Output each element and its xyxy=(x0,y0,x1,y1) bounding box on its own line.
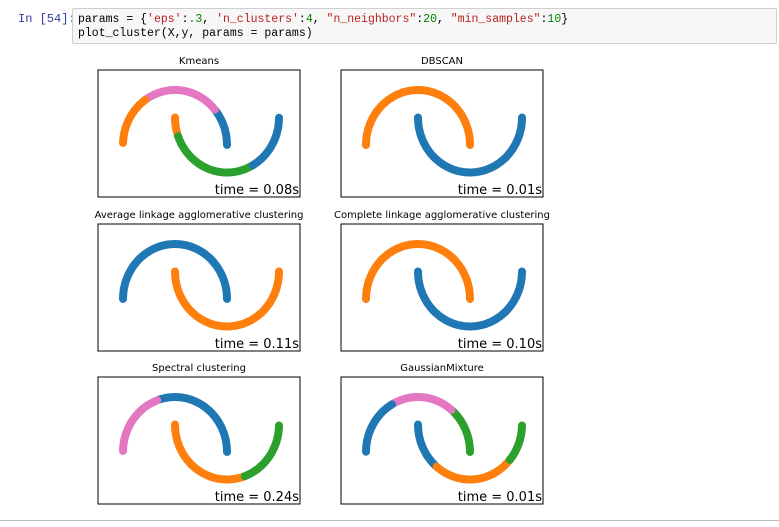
axes-frame xyxy=(97,376,301,505)
cluster-points xyxy=(171,420,248,484)
runtime-label: time = 0.01s xyxy=(458,183,542,198)
cluster-points xyxy=(362,85,474,149)
code-token: } xyxy=(561,13,569,26)
cell-separator xyxy=(0,520,779,521)
code-token: : xyxy=(416,13,424,26)
runtime-label: time = 0.01s xyxy=(458,490,542,505)
runtime-label: time = 0.10s xyxy=(458,337,542,352)
subplot-title: Kmeans xyxy=(179,56,219,67)
code-token: , xyxy=(436,13,451,26)
cluster-points xyxy=(174,132,257,177)
subplot-title: Spectral clustering xyxy=(152,363,246,374)
subplot-title: GaussianMixture xyxy=(400,363,484,374)
cluster-points xyxy=(171,267,283,331)
cluster-points xyxy=(211,106,231,149)
code-token: : xyxy=(540,13,548,26)
subplot-title: Average linkage agglomerative clustering xyxy=(95,210,304,221)
code-token: 'n_clusters' xyxy=(216,13,299,26)
code-token: : xyxy=(181,13,189,26)
code-token: 20 xyxy=(423,13,437,26)
axes-frame xyxy=(340,69,544,198)
cluster-points xyxy=(171,113,182,139)
cluster-points xyxy=(414,420,440,470)
axes-frame xyxy=(97,223,301,352)
code-token: { xyxy=(140,13,148,26)
cluster-points xyxy=(119,396,162,455)
cluster-points xyxy=(432,455,514,484)
runtime-label: time = 0.24s xyxy=(215,490,299,505)
code-token: .3 xyxy=(188,13,203,26)
cluster-points xyxy=(240,421,283,481)
axes-frame xyxy=(340,223,544,352)
cluster-points xyxy=(414,267,526,331)
subplot-title: DBSCAN xyxy=(421,56,463,67)
cluster-points xyxy=(119,239,231,303)
runtime-label: time = 0.08s xyxy=(215,183,299,198)
code-token: 'eps' xyxy=(147,13,182,26)
runtime-label: time = 0.11s xyxy=(215,337,299,352)
code-token: 4 xyxy=(305,13,313,26)
code-token: "n_neighbors" xyxy=(326,13,417,26)
cluster-points xyxy=(141,86,219,114)
code-line: plot_cluster(X,y, params = params) xyxy=(78,27,771,41)
axes-frame xyxy=(97,69,301,198)
axes-frame xyxy=(340,376,544,505)
code-token: = xyxy=(119,13,141,26)
code-token: : xyxy=(298,13,306,26)
cluster-points xyxy=(249,113,283,170)
code-token: "min_samples" xyxy=(450,13,541,26)
cluster-points xyxy=(414,113,526,177)
cluster-points xyxy=(388,393,456,414)
code-cell[interactable]: params = {'eps':.3, 'n_clusters':4, "n_n… xyxy=(72,8,777,44)
code-token: , xyxy=(202,13,217,26)
code-token: , xyxy=(312,13,327,26)
code-token: 10 xyxy=(547,13,562,26)
cluster-points xyxy=(119,95,150,148)
code-line: params = {'eps':.3, 'n_clusters':4, "n_n… xyxy=(78,13,771,27)
cluster-points xyxy=(448,407,474,456)
cluster-points xyxy=(362,239,474,303)
cluster-points xyxy=(154,392,231,456)
subplot-title: Complete linkage agglomerative clusterin… xyxy=(334,210,550,221)
input-prompt: In [54]: xyxy=(18,12,76,26)
cluster-points xyxy=(505,421,526,464)
code-token: params xyxy=(78,13,120,26)
code-token: plot_cluster(X,y, params = params) xyxy=(78,27,313,40)
cluster-points xyxy=(362,400,396,456)
